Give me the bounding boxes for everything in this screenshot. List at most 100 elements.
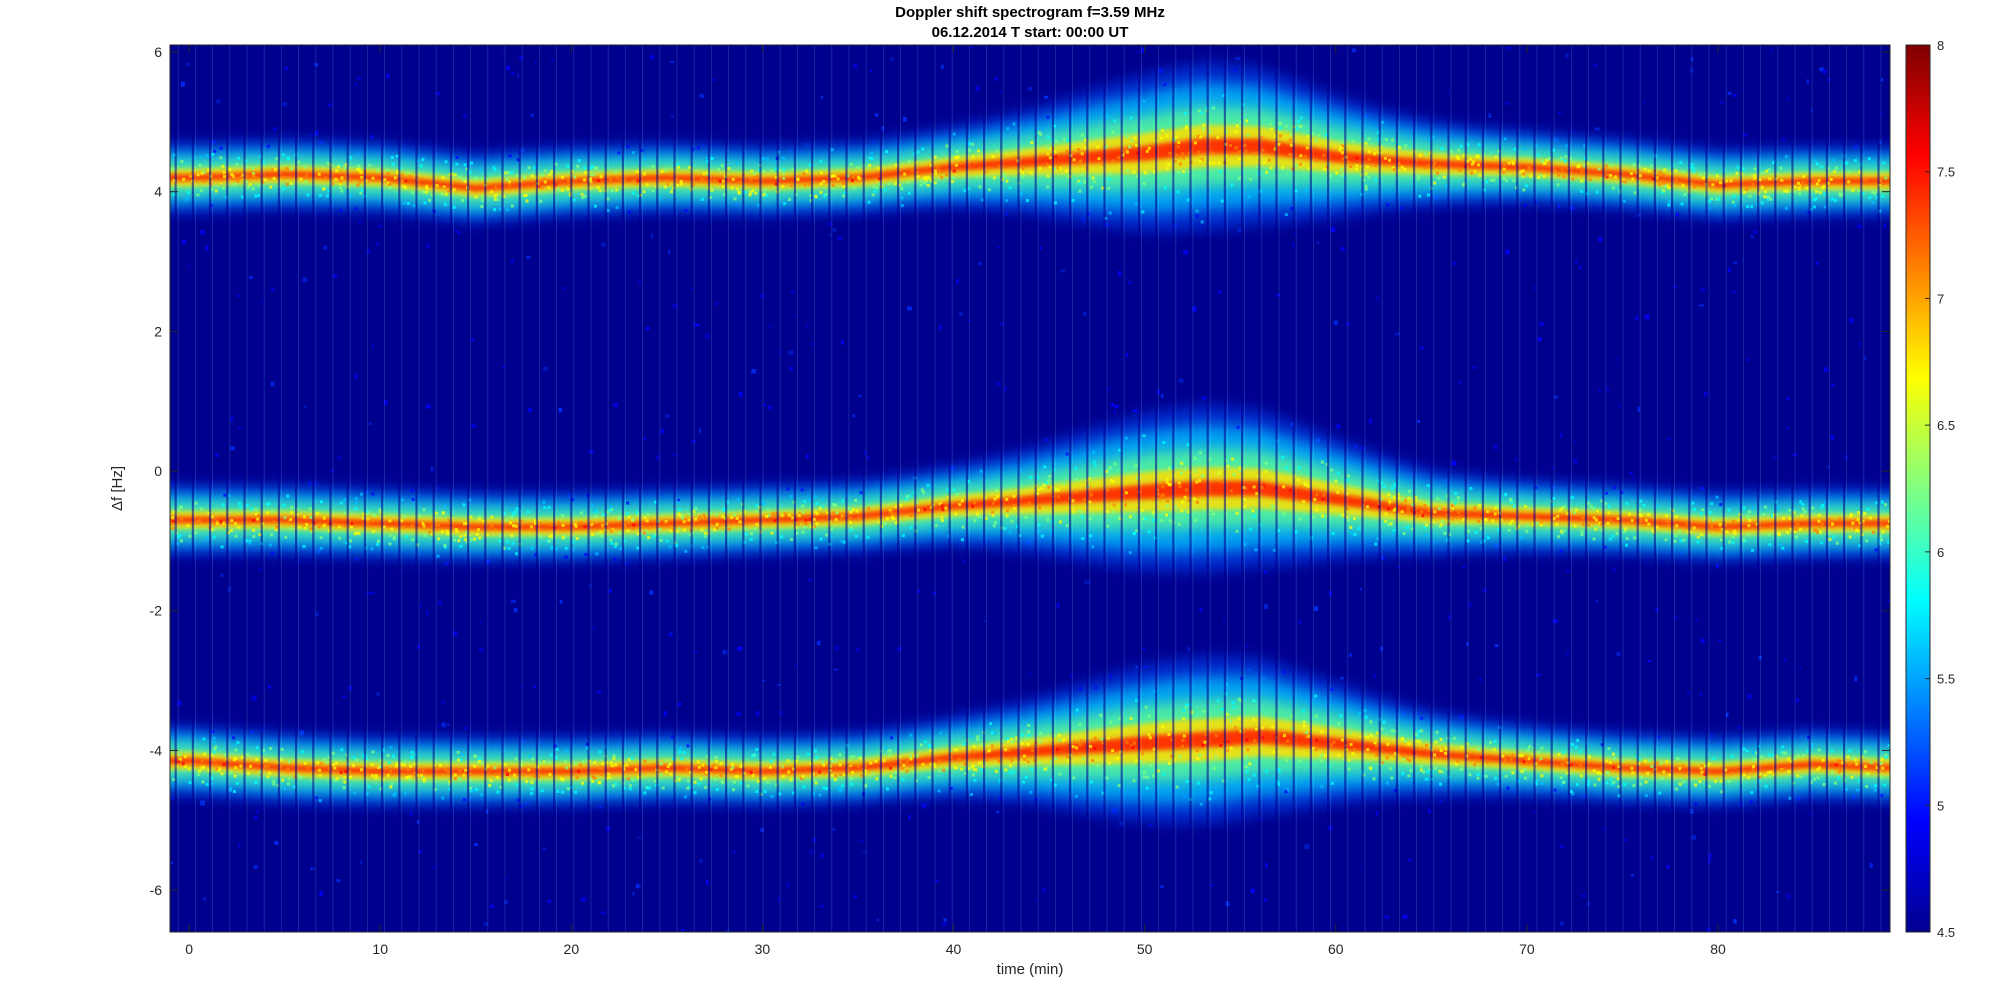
trace-speckle: [421, 776, 425, 780]
trace-speckle: [589, 520, 593, 524]
trace-speckle: [1537, 176, 1541, 179]
trace-speckle: [1187, 170, 1191, 174]
noise-speckle: [931, 591, 936, 596]
trace-speckle: [869, 761, 873, 765]
trace-speckle: [796, 178, 800, 182]
trace-speckle: [601, 525, 605, 529]
trace-speckle: [205, 536, 209, 540]
trace-speckle: [251, 187, 255, 191]
trace-speckle: [1731, 200, 1735, 204]
trace-speckle: [1220, 199, 1224, 203]
noise-speckle: [1643, 101, 1646, 105]
noise-speckle: [354, 557, 359, 561]
trace-speckle: [351, 764, 355, 768]
trace-speckle: [197, 773, 201, 777]
trace-speckle: [1510, 519, 1514, 523]
trace-speckle: [1607, 747, 1611, 751]
trace-speckle: [1596, 509, 1600, 513]
trace-speckle: [1708, 199, 1712, 203]
trace-speckle: [520, 804, 524, 808]
trace-speckle: [609, 761, 613, 765]
trace-speckle: [1367, 150, 1371, 154]
trace-speckle: [1752, 173, 1756, 177]
trace-speckle: [1330, 688, 1334, 692]
trace-speckle: [1364, 187, 1368, 191]
trace-speckle: [642, 172, 646, 176]
trace-speckle: [1644, 794, 1648, 797]
trace-speckle: [1557, 535, 1560, 539]
noise-speckle: [635, 884, 641, 889]
trace-speckle: [1580, 774, 1583, 778]
trace-speckle: [1121, 153, 1125, 157]
trace-speckle: [527, 768, 531, 772]
trace-speckle: [1020, 167, 1024, 171]
trace-speckle: [1539, 173, 1543, 177]
trace-speckle: [440, 192, 444, 196]
trace-speckle: [453, 538, 457, 542]
trace-speckle: [1459, 144, 1463, 148]
trace-speckle: [1386, 743, 1390, 746]
noise-speckle: [268, 685, 272, 689]
trace-speckle: [494, 197, 497, 201]
trace-speckle: [770, 794, 774, 798]
trace-speckle: [1128, 551, 1132, 555]
trace-speckle: [1347, 160, 1351, 164]
noise-speckle: [371, 343, 375, 349]
noise-speckle: [200, 230, 205, 235]
trace-speckle: [1161, 493, 1165, 497]
trace-speckle: [1710, 525, 1714, 529]
trace-speckle: [863, 765, 867, 769]
trace-speckle: [1613, 757, 1616, 761]
trace-speckle: [599, 175, 603, 179]
trace-speckle: [1528, 745, 1531, 749]
trace-speckle: [937, 759, 941, 763]
trace-speckle: [1162, 772, 1166, 776]
trace-speckle: [1681, 764, 1685, 768]
trace-speckle: [436, 554, 440, 558]
trace-speckle: [195, 764, 199, 768]
trace-speckle: [1233, 68, 1237, 72]
trace-speckle: [1008, 764, 1012, 768]
trace-speckle: [1065, 149, 1069, 153]
trace-speckle: [1875, 189, 1879, 193]
trace-speckle: [682, 520, 686, 524]
trace-speckle: [1457, 148, 1461, 152]
trace-speckle: [1110, 478, 1113, 482]
trace-speckle: [1128, 145, 1132, 149]
trace-speckle: [401, 179, 405, 183]
trace-speckle: [753, 527, 757, 531]
trace-speckle: [468, 766, 472, 770]
trace-speckle: [1167, 761, 1171, 765]
trace-speckle: [1174, 505, 1178, 509]
trace-speckle: [543, 180, 547, 184]
noise-speckle: [319, 891, 323, 896]
noise-speckle: [1667, 437, 1671, 440]
trace-speckle: [1747, 524, 1751, 528]
noise-speckle: [384, 400, 388, 405]
trace-speckle: [606, 209, 610, 213]
trace-speckle: [1376, 151, 1380, 155]
trace-speckle: [813, 773, 817, 777]
trace-speckle: [1234, 146, 1238, 150]
trace-speckle: [1767, 771, 1771, 775]
trace-speckle: [411, 538, 415, 542]
trace-speckle: [1814, 159, 1817, 163]
trace-speckle: [1633, 191, 1637, 195]
trace-speckle: [885, 516, 889, 520]
trace-speckle: [1853, 758, 1857, 762]
trace-speckle: [1027, 723, 1031, 727]
trace-speckle: [270, 551, 274, 555]
trace-speckle: [360, 492, 364, 496]
trace-speckle: [366, 521, 370, 525]
trace-speckle: [1180, 471, 1184, 475]
trace-speckle: [469, 538, 473, 542]
trace-speckle: [402, 201, 406, 205]
noise-speckle: [1856, 225, 1859, 228]
trace-speckle: [353, 791, 356, 795]
trace-speckle: [181, 762, 185, 766]
trace-speckle: [1132, 170, 1136, 174]
trace-speckle: [961, 525, 965, 529]
noise-speckle: [860, 840, 865, 843]
trace-speckle: [233, 774, 237, 778]
